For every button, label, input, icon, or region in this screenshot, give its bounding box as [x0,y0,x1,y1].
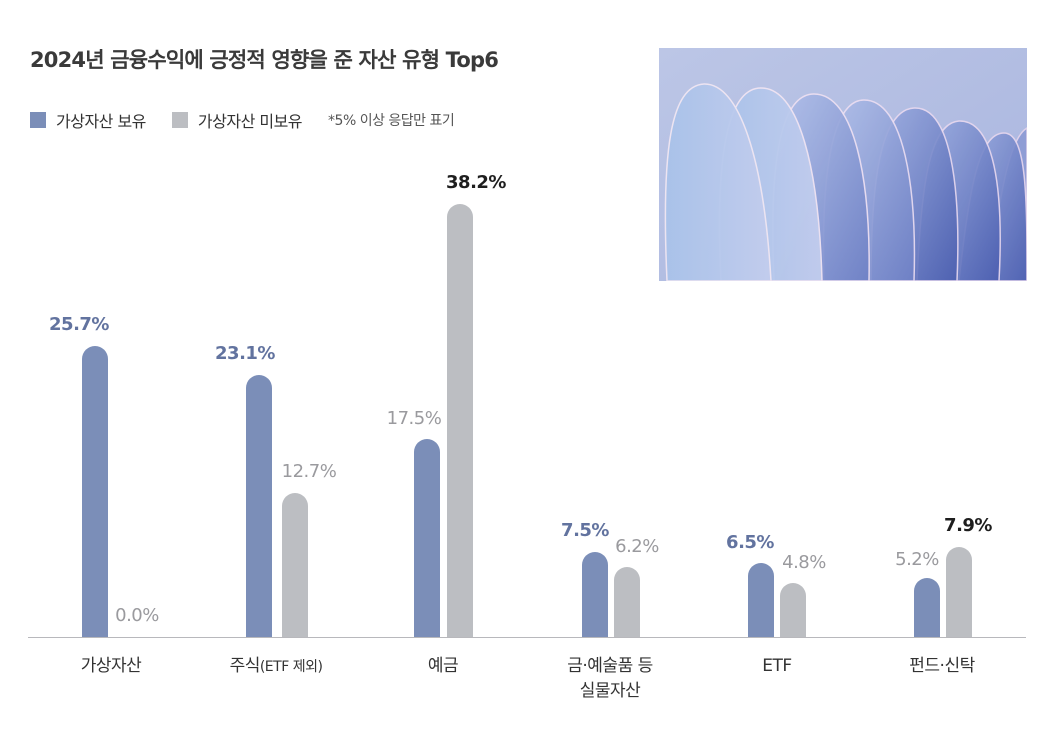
category-label-physical-assets-line1: 금·예술품 등 [567,656,653,676]
value-non-owner-virtual-assets: 0.0% [115,605,159,626]
abstract-petals-image [659,48,1027,281]
category-label-deposits: 예금 [427,656,459,676]
value-owner-etf: 6.5% [726,532,774,553]
bar-non-owner-deposits [447,204,473,637]
bar-owner-funds-trusts [914,578,940,637]
category-label-funds-trusts: 펀드·신탁 [909,656,975,676]
bar-owner-stocks [246,375,272,637]
value-owner-virtual-assets: 25.7% [49,314,109,335]
legend-label-owner: 가상자산 보유 [56,112,146,131]
category-label-stocks-sub: (ETF 제외) [259,659,323,675]
legend-note: *5% 이상 응답만 표기 [328,113,455,129]
x-axis-baseline [28,637,1026,638]
category-label-stocks-main: 주식 [229,656,261,676]
value-non-owner-stocks: 12.7% [281,461,337,482]
value-non-owner-physical-assets: 6.2% [615,536,659,557]
bar-non-owner-physical-assets [614,567,640,637]
category-label-virtual-assets: 가상자산 [80,656,142,676]
bar-owner-virtual-assets [82,346,108,637]
legend-item-non-owner: 가상자산 미보유 [171,108,303,132]
bar-non-owner-stocks [282,493,308,637]
legend-item-owner: 가상자산 보유 [30,108,146,132]
category-label-stocks: 주식(ETF 제외) [230,654,323,680]
category-label-physical-assets: 금·예술품 등 실물자산 [567,654,653,704]
chart-title: 2024년 금융수익에 긍정적 영향을 준 자산 유형 Top6 [30,48,499,72]
legend-swatch-owner [30,112,46,128]
legend-label-non-owner: 가상자산 미보유 [197,112,303,131]
bar-non-owner-funds-trusts [946,547,972,637]
legend: 가상자산 보유 가상자산 미보유 *5% 이상 응답만 표기 [30,108,455,132]
decorative-photo [659,48,1027,281]
value-non-owner-etf: 4.8% [782,552,826,573]
value-owner-funds-trusts: 5.2% [895,549,939,570]
bar-owner-deposits [414,439,440,637]
bar-non-owner-etf [780,583,806,637]
category-label-etf: ETF [762,656,792,676]
bar-owner-physical-assets [582,552,608,637]
value-owner-stocks: 23.1% [215,343,275,364]
category-label-physical-assets-line2: 실물자산 [579,681,641,701]
legend-swatch-non-owner [171,112,188,128]
value-owner-physical-assets: 7.5% [561,520,609,541]
bar-owner-etf [748,563,774,637]
value-owner-deposits: 17.5% [386,408,442,429]
value-non-owner-deposits: 38.2% [446,172,506,193]
value-non-owner-funds-trusts: 7.9% [944,515,992,536]
